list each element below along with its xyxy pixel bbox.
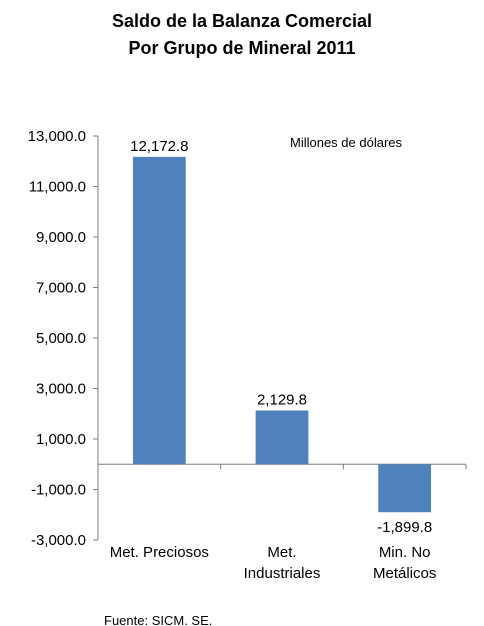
category-label: Metálicos (373, 565, 436, 582)
category-label: Met. Preciosos (110, 544, 209, 561)
data-label: 2,129.8 (257, 391, 307, 408)
y-tick-label: 1,000.0 (36, 431, 86, 448)
category-label: Min. No (379, 544, 431, 561)
y-tick-label: -1,000.0 (31, 482, 86, 499)
y-tick-label: 11,000.0 (29, 179, 86, 196)
bar (133, 157, 186, 464)
category-label: Met. (267, 544, 296, 561)
y-tick-label: 3,000.0 (36, 381, 86, 398)
data-label: 12,172.8 (130, 138, 188, 155)
y-tick-label: 13,000.0 (28, 128, 86, 145)
y-tick-label: 5,000.0 (36, 330, 86, 347)
bars (133, 157, 431, 512)
data-label: -1,899.8 (377, 519, 432, 536)
y-tick-label: -3,000.0 (31, 532, 86, 549)
unit-note: Millones de dólares (290, 135, 403, 150)
source-note: Fuente: SICM. SE. (104, 613, 212, 626)
y-tick-label: 7,000.0 (36, 280, 86, 297)
y-tick-label: 9,000.0 (36, 229, 86, 246)
category-label: Industriales (244, 565, 321, 582)
bar (378, 464, 431, 512)
bar (256, 410, 309, 464)
